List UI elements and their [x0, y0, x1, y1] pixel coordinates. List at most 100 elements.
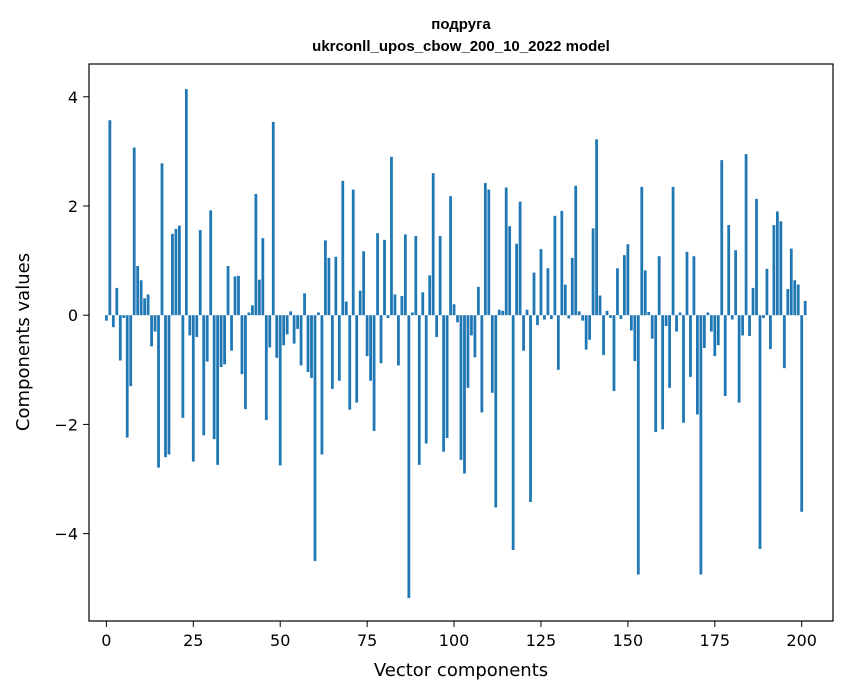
bar-135	[574, 185, 578, 316]
bar-38	[237, 275, 240, 316]
bar-21	[178, 225, 181, 316]
bar-149	[623, 255, 626, 316]
bar-151	[629, 315, 633, 331]
bar-130	[556, 315, 560, 370]
bar-165	[678, 312, 682, 316]
bar-79	[379, 315, 383, 364]
bar-17	[164, 315, 167, 458]
bar-98	[445, 315, 449, 439]
bar-127	[546, 268, 550, 316]
bar-188	[758, 315, 762, 549]
bar-179	[727, 225, 731, 316]
bar-194	[779, 221, 783, 316]
bar-107	[476, 286, 480, 316]
bar-158	[654, 315, 658, 433]
y-tick-label-4: 4	[68, 88, 78, 107]
chart-title: подруга	[431, 16, 491, 33]
bar-145	[609, 315, 612, 318]
x-tick-label-0: 0	[101, 631, 111, 650]
bar-123	[532, 272, 536, 316]
bar-172	[702, 315, 706, 348]
bar-164	[675, 315, 678, 332]
bar-142	[598, 295, 602, 316]
bar-80	[383, 239, 386, 316]
bar-185	[748, 315, 751, 336]
bar-1	[108, 120, 112, 316]
bar-14	[153, 315, 157, 332]
bar-11	[143, 298, 147, 316]
bar-131	[560, 210, 564, 316]
bar-54	[292, 315, 296, 344]
bar-138	[584, 315, 588, 350]
y-tick-label--2: −2	[54, 415, 78, 434]
bar-199	[796, 284, 800, 316]
bar-170	[696, 315, 699, 415]
bar-0	[104, 315, 108, 321]
bar-15	[157, 315, 160, 468]
bar-82	[390, 156, 393, 316]
bar-58	[306, 315, 310, 372]
bar-119	[518, 201, 522, 316]
bar-190	[765, 268, 769, 316]
bar-34	[223, 315, 226, 365]
bar-series	[104, 89, 807, 599]
bar-36	[230, 315, 233, 351]
bar-71	[351, 189, 355, 316]
bar-65	[330, 315, 334, 389]
bar-64	[327, 257, 331, 316]
bar-48	[271, 121, 275, 316]
bar-112	[494, 315, 498, 508]
bar-168	[689, 315, 692, 377]
bar-46	[264, 315, 268, 421]
bar-196	[786, 288, 790, 316]
bar-133	[567, 315, 571, 319]
bar-73	[358, 290, 362, 316]
bar-140	[591, 228, 595, 316]
bar-110	[487, 189, 491, 316]
bar-162	[668, 315, 671, 388]
bar-66	[334, 256, 338, 316]
bar-103	[463, 315, 466, 474]
bar-182	[737, 315, 741, 403]
bar-26	[195, 315, 199, 338]
bar-78	[376, 233, 379, 316]
bar-9	[136, 266, 140, 316]
bar-184	[744, 154, 748, 316]
bar-193	[775, 211, 779, 316]
x-axis-ticks: 0 25 50 75 100 125 150 175 200	[101, 621, 817, 650]
bar-163	[671, 186, 675, 316]
bar-43	[254, 193, 258, 316]
bar-195	[782, 315, 786, 369]
plot-frame	[88, 63, 834, 622]
bar-113	[497, 309, 501, 316]
bar-2	[111, 315, 115, 328]
bar-35	[226, 266, 230, 316]
x-axis-label: Vector components	[374, 660, 548, 681]
bar-6	[125, 315, 129, 438]
x-tick-label-25: 25	[183, 631, 203, 650]
bar-136	[577, 311, 581, 316]
bar-197	[789, 248, 793, 316]
bar-62	[320, 315, 324, 455]
bar-146	[612, 315, 616, 392]
bar-93	[428, 275, 432, 316]
bar-132	[563, 284, 567, 316]
bar-121	[525, 309, 529, 316]
bar-134	[570, 257, 574, 316]
bar-94	[431, 173, 435, 316]
bar-41	[247, 312, 251, 316]
bar-67	[337, 315, 341, 381]
bar-69	[344, 301, 348, 316]
bar-25	[191, 315, 195, 462]
bar-55	[296, 315, 299, 329]
bar-102	[459, 315, 463, 460]
chart-subtitle: ukrconll_upos_cbow_200_10_2022 model	[312, 38, 610, 55]
bar-147	[616, 268, 619, 316]
bar-109	[483, 183, 487, 316]
bar-31	[212, 315, 216, 440]
bar-40	[244, 315, 247, 410]
bar-198	[793, 280, 797, 316]
bar-118	[515, 243, 519, 316]
bar-152	[633, 315, 637, 362]
bar-191	[769, 315, 772, 350]
